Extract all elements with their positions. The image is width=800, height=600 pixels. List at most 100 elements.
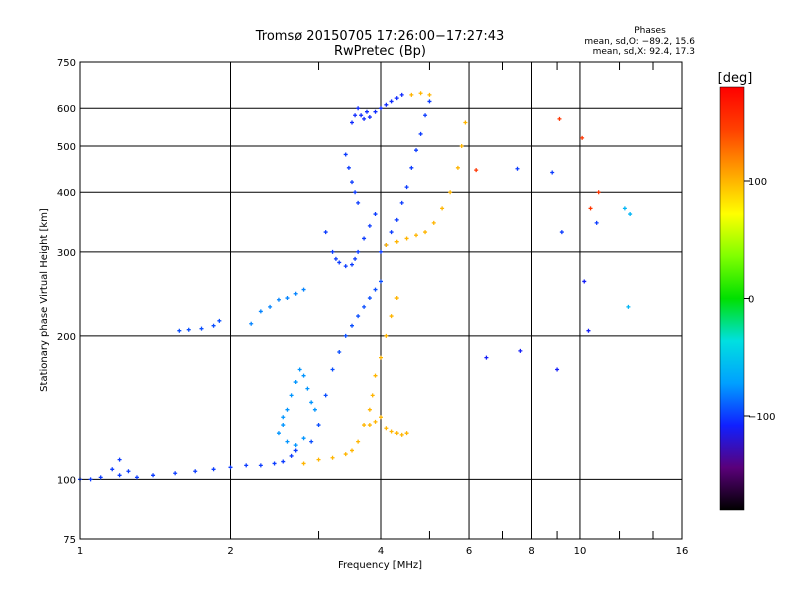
data-point: [276, 297, 281, 302]
data-point: [423, 230, 428, 235]
x-tick-label: 4: [378, 546, 384, 557]
data-point: [356, 314, 361, 319]
data-point: [367, 407, 372, 412]
data-point: [379, 415, 383, 420]
data-point: [399, 92, 404, 97]
y-tick-label: 100: [57, 475, 76, 486]
data-point: [440, 206, 445, 211]
data-point: [373, 212, 378, 217]
data-point: [343, 333, 348, 338]
data-point: [384, 426, 389, 431]
data-point: [586, 328, 591, 333]
data-point: [356, 439, 361, 444]
data-point: [98, 475, 103, 480]
data-point: [379, 106, 383, 111]
phase-stats-x: mean, sd,X: 92.4, 17.3: [593, 47, 695, 57]
x-axis-label: Frequency [MHz]: [338, 560, 422, 571]
data-point: [343, 452, 348, 457]
data-point: [399, 200, 404, 205]
x-tick-label: 2: [227, 546, 233, 557]
y-tick-label: 750: [57, 58, 76, 69]
data-point: [88, 477, 93, 482]
data-point: [427, 99, 432, 104]
data-point: [117, 473, 122, 478]
data-point: [293, 443, 298, 448]
y-tick-labels: 75 100 200 300 400 500 600 750: [57, 58, 76, 546]
data-point: [350, 180, 355, 185]
data-point: [455, 165, 460, 170]
data-point: [276, 431, 281, 436]
data-point: [281, 423, 286, 428]
colorbar: [719, 86, 745, 511]
data-point: [211, 323, 216, 328]
data-point: [367, 223, 372, 228]
data-point: [399, 432, 404, 437]
data-point: [323, 230, 328, 235]
data-point: [515, 166, 520, 171]
grid: [80, 62, 682, 539]
data-point: [258, 309, 263, 314]
data-point: [373, 419, 378, 424]
data-point: [370, 393, 375, 398]
data-point: [244, 463, 249, 468]
data-point: [186, 327, 191, 332]
colorbar-tick-label: 0: [748, 295, 754, 306]
data-point: [367, 296, 372, 301]
data-point: [211, 467, 216, 472]
data-point: [379, 279, 383, 284]
colorbar-unit-label: [deg]: [718, 71, 753, 86]
data-point: [394, 296, 399, 301]
data-point: [285, 296, 290, 301]
data-point: [555, 367, 560, 372]
data-point: [228, 465, 233, 470]
y-tick-label: 400: [57, 188, 76, 199]
data-point: [394, 217, 399, 222]
data-point: [394, 96, 399, 101]
data-point: [367, 423, 372, 428]
data-point: [343, 152, 348, 157]
data-point: [110, 467, 115, 472]
data-point: [258, 463, 263, 468]
y-tick-label: 75: [63, 535, 76, 546]
data-point: [580, 135, 585, 140]
x-tick-label: 8: [528, 546, 534, 557]
x-tick-label: 1: [77, 546, 83, 557]
data-point: [353, 113, 358, 118]
points: [78, 91, 633, 482]
data-point: [249, 321, 254, 326]
data-point: [126, 469, 131, 474]
data-point: [367, 115, 372, 120]
data-point: [626, 304, 631, 309]
data-point: [297, 367, 302, 372]
data-point: [316, 423, 321, 428]
data-point: [404, 236, 409, 241]
data-point: [346, 165, 351, 170]
data-point: [379, 355, 383, 360]
data-point: [356, 200, 361, 205]
data-point: [316, 457, 321, 462]
data-point: [394, 431, 399, 436]
data-point: [272, 461, 277, 466]
data-point: [414, 148, 419, 153]
y-axis-label: Stationary phase Virtual Height [km]: [39, 208, 50, 392]
data-point: [484, 355, 489, 360]
data-point: [117, 457, 122, 462]
data-point: [301, 287, 306, 292]
x-tick-label: 16: [676, 546, 689, 557]
data-point: [285, 439, 290, 444]
data-point: [474, 168, 479, 173]
data-point: [350, 323, 355, 328]
colorbar-tick-label: 100: [748, 177, 767, 188]
data-point: [289, 453, 294, 458]
plot-frame: [79, 61, 683, 540]
data-point: [353, 256, 358, 261]
data-point: [362, 423, 367, 428]
data-point: [622, 206, 627, 211]
data-point: [518, 348, 523, 353]
data-point: [588, 206, 593, 211]
data-point: [151, 473, 156, 478]
data-point: [431, 220, 436, 225]
data-point: [173, 471, 178, 476]
data-point: [404, 185, 409, 190]
